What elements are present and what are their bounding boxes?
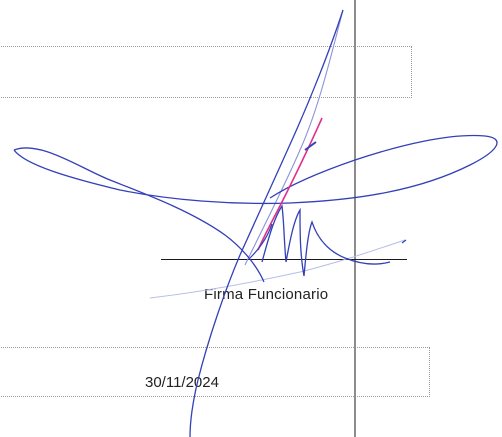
- page-divider: [354, 0, 356, 437]
- signature-date: 30/11/2024: [145, 374, 219, 391]
- signature-label: Firma Funcionario: [204, 286, 329, 303]
- signature-line: [161, 259, 407, 260]
- top-field-box: [0, 46, 412, 98]
